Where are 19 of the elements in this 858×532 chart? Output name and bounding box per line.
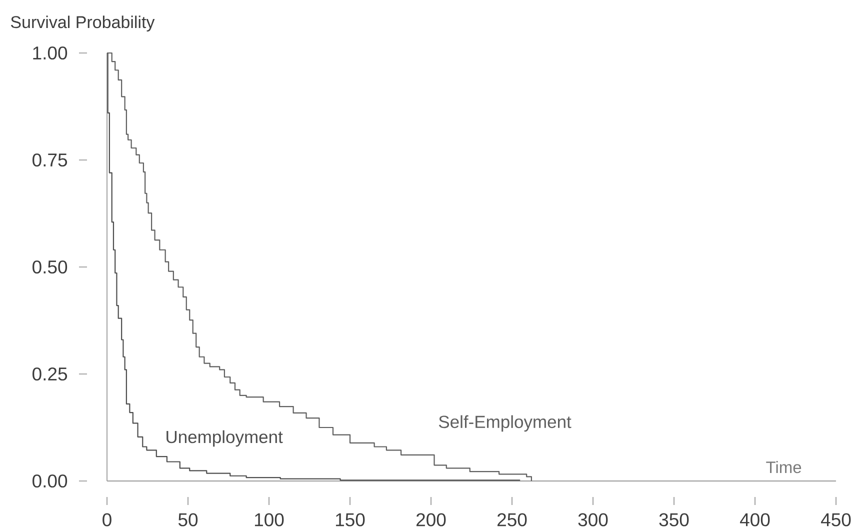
x-tick-label: 250 — [498, 513, 527, 526]
x-tick-label: 400 — [740, 513, 770, 526]
y-tick-label: 1.00 — [33, 46, 68, 60]
series-label: Self-Employment — [438, 415, 572, 432]
x-tick-label: 50 — [178, 513, 198, 526]
y-tick-label: 0.25 — [32, 367, 68, 381]
x-tick-label: 450 — [821, 513, 851, 526]
x-tick-label: 0 — [102, 513, 112, 526]
y-tick-label: 0.00 — [32, 474, 68, 488]
x-axis-title: Time — [766, 461, 802, 474]
y-tick-label: 0.75 — [32, 153, 68, 167]
x-tick-label: 100 — [254, 513, 284, 526]
x-tick-label: 350 — [659, 513, 689, 526]
y-axis-title: Survival Probability — [10, 16, 155, 32]
x-tick-label: 200 — [416, 513, 446, 526]
x-tick-label: 150 — [336, 513, 365, 526]
x-tick-label: 300 — [578, 513, 608, 526]
series-label: Unemployment — [166, 430, 283, 447]
y-tick-label: 0.50 — [32, 260, 68, 274]
